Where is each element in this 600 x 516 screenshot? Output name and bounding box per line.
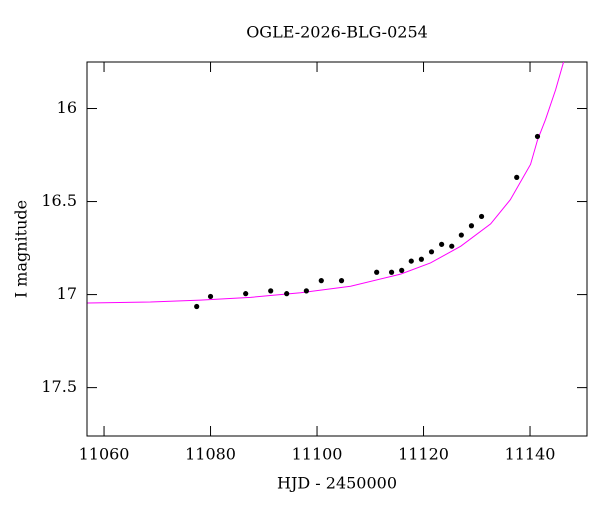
x-tick-label: 11080: [185, 445, 236, 464]
y-tick-label: 17: [57, 284, 77, 303]
data-point: [439, 241, 445, 247]
x-tick-label: 11120: [398, 445, 449, 464]
data-point: [268, 288, 274, 294]
data-point: [194, 303, 200, 310]
data-point: [388, 269, 395, 275]
data-point: [243, 291, 249, 297]
y-tick-label: 16.5: [41, 191, 77, 210]
data-point: [374, 269, 380, 275]
fit-curve: [87, 62, 565, 304]
data-point: [534, 133, 541, 140]
x-tick-label: 11140: [505, 445, 556, 464]
data-point: [399, 267, 405, 273]
data-point: [207, 293, 214, 300]
data-point: [303, 288, 309, 294]
data-point: [468, 223, 475, 229]
x-axis-label: HJD - 2450000: [277, 474, 397, 493]
data-point: [338, 278, 345, 284]
data-point: [408, 258, 414, 264]
y-tick-label: 17.5: [41, 377, 77, 396]
plot-area: [87, 62, 565, 310]
x-tick-label: 11100: [292, 445, 343, 464]
y-tick-label: 16: [57, 98, 77, 117]
x-tick-label: 11060: [79, 445, 130, 464]
data-point: [318, 278, 324, 284]
data-point: [514, 174, 520, 180]
data-point: [428, 249, 435, 255]
y-axis-label: I magnitude: [12, 200, 31, 298]
chart-title: OGLE-2026-BLG-0254: [246, 23, 428, 42]
plot-frame: [86, 61, 588, 437]
data-point: [284, 291, 290, 297]
data-point: [449, 243, 455, 249]
data-point: [458, 232, 464, 238]
data-point: [418, 256, 424, 262]
data-point: [478, 213, 485, 220]
